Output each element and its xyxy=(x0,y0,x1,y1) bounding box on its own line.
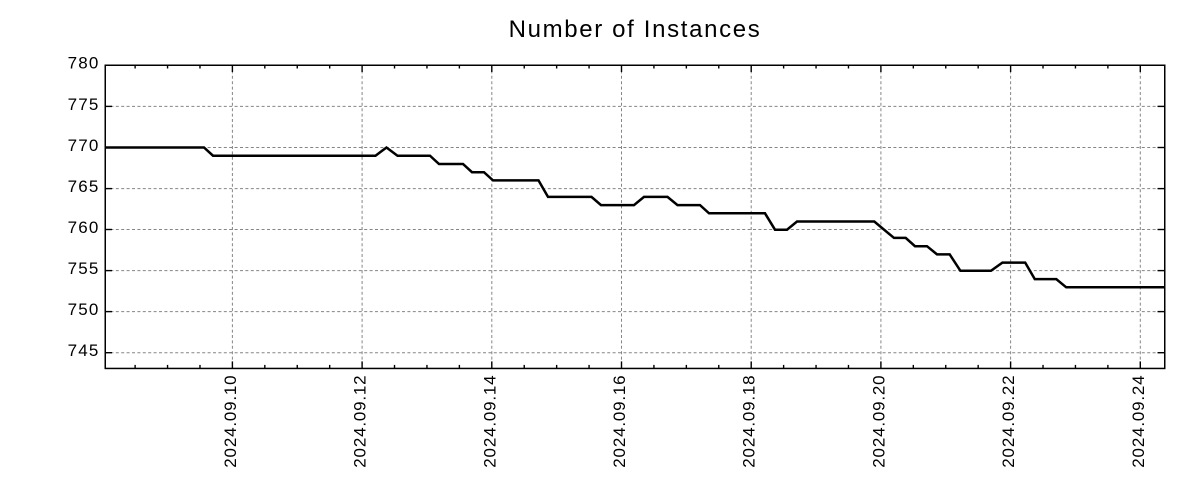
svg-text:2024.09.16: 2024.09.16 xyxy=(610,375,629,468)
svg-text:2024.09.12: 2024.09.12 xyxy=(351,375,370,468)
svg-text:2024.09.24: 2024.09.24 xyxy=(1129,375,1148,468)
svg-text:745: 745 xyxy=(68,341,100,360)
svg-text:750: 750 xyxy=(68,300,100,319)
svg-text:760: 760 xyxy=(68,218,100,237)
svg-text:765: 765 xyxy=(68,177,100,196)
svg-text:755: 755 xyxy=(68,259,100,278)
svg-text:780: 780 xyxy=(68,54,100,73)
svg-text:2024.09.22: 2024.09.22 xyxy=(999,375,1018,468)
svg-text:2024.09.10: 2024.09.10 xyxy=(221,375,240,468)
svg-text:775: 775 xyxy=(68,95,100,114)
svg-text:770: 770 xyxy=(68,136,100,155)
svg-text:2024.09.20: 2024.09.20 xyxy=(869,375,888,468)
svg-text:2024.09.14: 2024.09.14 xyxy=(480,375,499,468)
svg-text:2024.09.18: 2024.09.18 xyxy=(740,375,759,468)
svg-text:Number of Instances: Number of Instances xyxy=(509,16,762,43)
